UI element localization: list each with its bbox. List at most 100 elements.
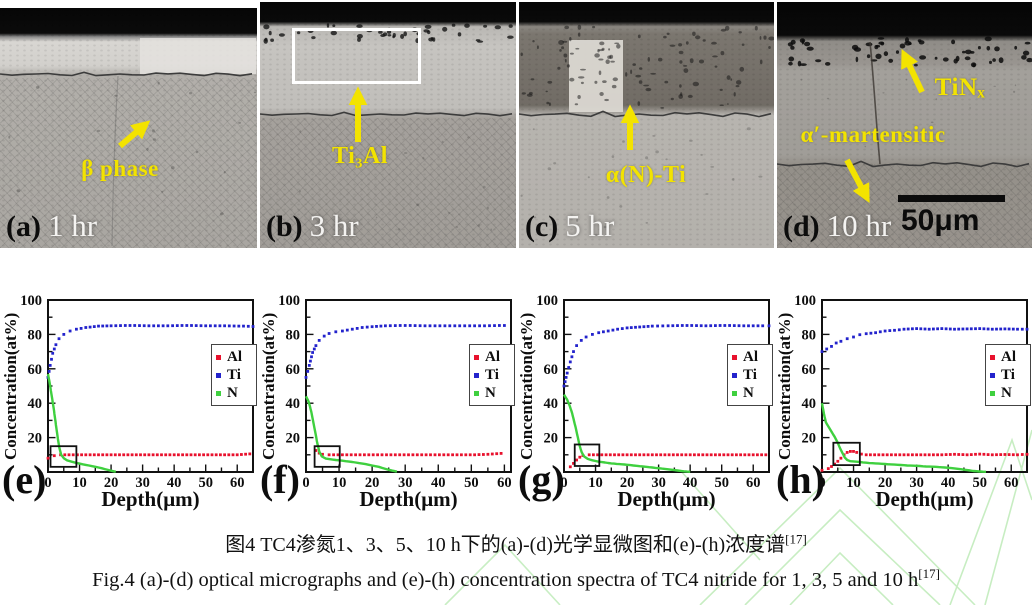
- svg-text:0: 0: [302, 475, 309, 491]
- micrograph-panel-c: α(N)-Ti (c) 5 hr: [519, 2, 774, 248]
- legend-item-n: N: [474, 384, 512, 402]
- legend-item-ti: Ti: [216, 366, 254, 384]
- svg-text:40: 40: [28, 396, 43, 412]
- chart-letter-e: (e): [2, 457, 47, 502]
- svg-text:100: 100: [278, 293, 300, 309]
- svg-text:60: 60: [802, 362, 817, 378]
- caption-english: Fig.4 (a)-(d) optical micrographs and (e…: [92, 566, 940, 591]
- n-marker: [990, 390, 995, 396]
- svg-text:50: 50: [972, 475, 987, 491]
- arrow-tinx: [901, 48, 925, 94]
- ti-marker: [216, 372, 221, 378]
- time-label-a: 1 hr: [47, 208, 98, 243]
- panel-tag-b: (b) 3 hr: [266, 208, 359, 244]
- svg-text:20: 20: [878, 475, 893, 491]
- svg-text:10: 10: [332, 475, 347, 491]
- plot-area-g: 0 10 20 30 40 50 60 20 40 60 80 100: [536, 293, 771, 491]
- svg-text:100: 100: [20, 293, 42, 309]
- x-axis-title-f: Depth(μm): [359, 487, 458, 511]
- x-axis-title-g: Depth(μm): [617, 487, 716, 511]
- svg-text:60: 60: [286, 362, 301, 378]
- micrograph-panel-b: Ti₃Al (b) 3 hr: [260, 2, 516, 248]
- x-axis-title-h: Depth(μm): [875, 487, 974, 511]
- al-marker: [732, 354, 737, 360]
- svg-text:100: 100: [536, 293, 558, 309]
- legend-item-n: N: [216, 384, 254, 402]
- legend-item-n: N: [732, 384, 770, 402]
- micrograph-panel-a: β phase (a) 1 hr: [0, 8, 257, 248]
- x-axis-title-e: Depth(μm): [101, 487, 200, 511]
- al-marker: [990, 354, 995, 360]
- svg-text:60: 60: [230, 475, 245, 491]
- panel-letter-c: (c): [525, 210, 559, 243]
- svg-text:60: 60: [544, 362, 559, 378]
- svg-text:50: 50: [198, 475, 213, 491]
- svg-text:30: 30: [909, 475, 924, 491]
- svg-text:100: 100: [794, 293, 816, 309]
- chart-letter-f: (f): [260, 457, 300, 502]
- plot-area-f: 0 10 20 30 40 50 60 20 40 60 80 100: [278, 293, 512, 491]
- svg-text:30: 30: [135, 475, 150, 491]
- n-marker: [216, 390, 221, 396]
- svg-text:40: 40: [286, 396, 301, 412]
- legend-g: Al Ti N: [727, 344, 773, 406]
- legend-f: Al Ti N: [469, 344, 515, 406]
- chart-e: Concentration(at%) 0 10 20 30 40 50 60 20 40 60 80…: [0, 282, 258, 522]
- chart-letter-g: (g): [518, 457, 565, 502]
- time-label-b: 3 hr: [309, 208, 359, 243]
- ti-marker: [474, 372, 479, 378]
- annotation-alpha-n-ti: α(N)-Ti: [605, 162, 687, 188]
- plot-area-h: 0 10 20 30 40 50 60 20 40 60 80 100: [794, 293, 1029, 491]
- time-label-d: 10 hr: [826, 208, 892, 243]
- panel-tag-d: (d) 10 hr: [783, 208, 891, 244]
- svg-text:80: 80: [544, 327, 559, 343]
- annotation-beta-phase: β phase: [81, 156, 159, 181]
- ti-marker: [732, 372, 737, 378]
- svg-text:10: 10: [72, 475, 87, 491]
- panel-tag-c: (c) 5 hr: [525, 208, 614, 244]
- svg-text:80: 80: [802, 327, 817, 343]
- scale-bar: [898, 195, 1005, 202]
- svg-text:60: 60: [497, 475, 512, 491]
- annotation-tinx: TiNₓ: [934, 74, 986, 101]
- legend-item-ti: Ti: [474, 366, 512, 384]
- svg-text:40: 40: [431, 475, 446, 491]
- chart-h: Concentration(at%) 0 10 20 30 40 50 60 20 40 60 80…: [774, 282, 1032, 522]
- svg-text:40: 40: [544, 396, 559, 412]
- svg-text:20: 20: [620, 475, 635, 491]
- chart-letter-h: (h): [776, 457, 825, 502]
- svg-text:80: 80: [286, 327, 301, 343]
- panel-letter-b: (b): [266, 210, 303, 243]
- annotation-martensitic: α′-martensitic: [800, 122, 946, 147]
- svg-text:40: 40: [941, 475, 956, 491]
- micrograph-panel-d: TiNₓ α′-martensitic 50μm (d) 10 hr: [777, 2, 1032, 248]
- legend-item-ti: Ti: [990, 366, 1028, 384]
- svg-text:40: 40: [683, 475, 698, 491]
- legend-item-al: Al: [732, 348, 770, 366]
- legend-e: Al Ti N: [211, 344, 257, 406]
- n-marker: [474, 390, 479, 396]
- svg-text:0: 0: [44, 475, 51, 491]
- svg-text:60: 60: [28, 362, 43, 378]
- caption-chinese: 图4 TC4渗氮1、3、5、10 h下的(a)-(d)光学显微图和(e)-(h)…: [225, 531, 807, 556]
- chart-f: Concentration(at%) 0 10 20 30 40 50 60 20 40 60 80…: [258, 282, 516, 522]
- arrow-beta-phase: [118, 120, 151, 149]
- svg-text:10: 10: [846, 475, 861, 491]
- annotation-ti3al: Ti₃Al: [332, 143, 388, 169]
- svg-text:20: 20: [802, 431, 817, 447]
- legend-h: Al Ti N: [985, 344, 1031, 406]
- svg-text:50: 50: [714, 475, 729, 491]
- panel-letter-a: (a): [6, 210, 41, 243]
- legend-item-al: Al: [216, 348, 254, 366]
- svg-text:20: 20: [104, 475, 119, 491]
- panel-letter-d: (d): [783, 210, 820, 243]
- ti-marker: [990, 372, 995, 378]
- n-marker: [732, 390, 737, 396]
- svg-text:50: 50: [464, 475, 479, 491]
- svg-text:40: 40: [802, 396, 817, 412]
- micrograph-image-b: [260, 2, 516, 248]
- svg-text:20: 20: [286, 431, 301, 447]
- svg-text:20: 20: [365, 475, 380, 491]
